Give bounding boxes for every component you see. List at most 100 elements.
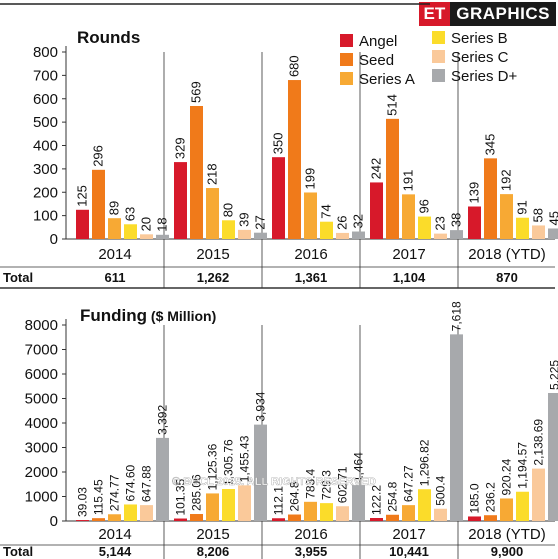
bar	[548, 392, 558, 521]
bar-value-label: 45	[547, 211, 558, 225]
bar	[108, 218, 121, 239]
bar	[320, 503, 333, 521]
bar	[254, 232, 267, 239]
bar	[500, 498, 513, 521]
bar	[238, 229, 251, 239]
bar	[352, 231, 365, 239]
category-label: 2014	[98, 246, 131, 263]
bar-value-label: 680	[287, 55, 302, 77]
bar	[386, 118, 399, 239]
bar	[500, 194, 513, 239]
bar	[206, 188, 219, 239]
bar-value-label: 329	[173, 137, 188, 159]
total-value: 9,900	[491, 544, 524, 559]
bar	[484, 515, 497, 521]
legend-label: Series C	[451, 49, 509, 66]
bar	[156, 437, 169, 521]
bar-value-label: 74	[319, 204, 334, 218]
bar	[272, 518, 285, 521]
bar-value-label: 5,225	[548, 360, 558, 390]
bar-value-label: 602.71	[336, 466, 350, 503]
bar-value-label: 1,296.82	[418, 439, 432, 486]
bar-value-label: 96	[417, 199, 432, 213]
bar-value-label: 27	[253, 215, 268, 229]
category-label: 2015	[196, 246, 229, 263]
bar-value-label: 91	[515, 200, 530, 214]
total-value: 8,206	[197, 544, 230, 559]
y-tick-label: 5000	[25, 391, 58, 408]
brand-graphics: GRAPHICS	[450, 2, 556, 26]
bar-value-label: 1,464	[352, 452, 366, 482]
bar	[174, 162, 187, 239]
total-label: Total	[3, 544, 33, 559]
bar	[370, 518, 383, 521]
category-label: 2016	[294, 526, 327, 543]
bar-value-label: 7,618	[450, 301, 464, 331]
bar-value-label: 1,125.36	[206, 443, 220, 490]
bar-value-label: 3,934	[254, 391, 268, 421]
legend-label: Series D+	[451, 68, 518, 85]
total-value: 10,441	[389, 544, 429, 559]
bar	[516, 491, 529, 521]
bar-value-label: 80	[221, 203, 236, 217]
bar	[532, 468, 545, 521]
total-value: 611	[105, 270, 126, 285]
bar	[386, 514, 399, 521]
bar	[402, 194, 415, 239]
y-tick-label: 800	[33, 44, 58, 61]
chart-title-suffix: ($ Million)	[147, 308, 216, 324]
y-tick-label: 8000	[25, 317, 58, 334]
legend-label: Series A	[359, 71, 415, 88]
bar-value-label: 191	[401, 170, 416, 192]
category-label: 2018 (YTD)	[468, 526, 546, 543]
bar	[336, 232, 349, 239]
y-tick-label: 3000	[25, 440, 58, 457]
y-tick-label: 1000	[25, 489, 58, 506]
bar-value-label: 345	[483, 134, 498, 156]
bar	[484, 158, 497, 239]
bar-value-label: 514	[385, 94, 400, 116]
bar	[304, 501, 317, 521]
bar	[516, 217, 529, 239]
funding-chart: Funding ($ Million) 0 1000 2000 3000 4000 5000…	[0, 301, 558, 559]
bar-value-label: 125	[75, 185, 90, 207]
bar-value-label: 264.8	[288, 481, 302, 511]
bar	[370, 182, 383, 239]
chart-title: Rounds	[77, 28, 140, 47]
bar	[532, 225, 545, 239]
y-tick-label: 600	[33, 91, 58, 108]
bar	[206, 493, 219, 521]
bar	[92, 518, 105, 521]
category-label: 2016	[294, 246, 327, 263]
bar	[254, 424, 267, 521]
bar-value-label: 274.77	[108, 474, 122, 511]
bar-value-label: 23	[433, 216, 448, 230]
bar	[548, 228, 558, 239]
category-label: 2017	[392, 526, 425, 543]
bar-value-label: 296	[91, 145, 106, 167]
bar	[124, 504, 137, 521]
bar-value-label: 236.2	[484, 482, 498, 512]
bar-value-label: 26	[335, 215, 350, 229]
bar	[434, 233, 447, 239]
bar-value-label: 920.24	[500, 458, 514, 495]
total-value: 5,144	[99, 544, 132, 559]
y-tick-label: 700	[33, 67, 58, 84]
bar-value-label: 242	[369, 158, 384, 180]
bar-value-label: 18	[155, 217, 170, 231]
bar-value-label: 2,138.69	[532, 419, 546, 466]
bar-value-label: 3,392	[156, 405, 170, 435]
bar	[272, 157, 285, 239]
category-label: 2018 (YTD)	[468, 246, 546, 263]
bar	[190, 514, 203, 521]
bar-value-label: 254.8	[386, 481, 400, 511]
bar-value-label: 569	[189, 81, 204, 103]
bar-value-label: 58	[531, 208, 546, 222]
legend-swatch	[432, 69, 445, 82]
y-tick-label: 7000	[25, 342, 58, 359]
watermark: © BCCL 2025. ALL RIGHTS RESERVED	[172, 476, 376, 488]
bar	[418, 216, 431, 239]
bar	[238, 485, 251, 521]
bar	[92, 169, 105, 239]
